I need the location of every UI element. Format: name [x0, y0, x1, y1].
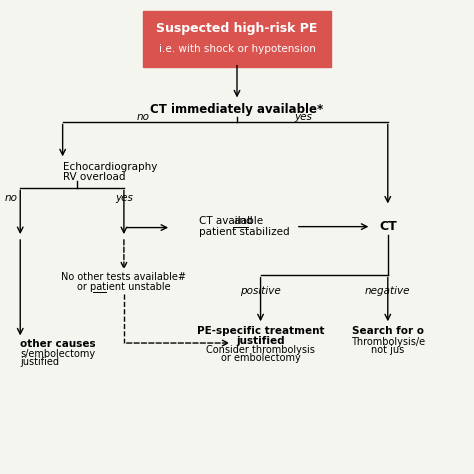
Text: justified: justified — [236, 336, 285, 346]
Text: CT available: CT available — [199, 216, 267, 226]
Text: yes: yes — [115, 193, 133, 203]
Text: patient stabilized: patient stabilized — [199, 228, 290, 237]
Text: i.e. with shock or hypotension: i.e. with shock or hypotension — [159, 44, 315, 54]
Text: other causes: other causes — [20, 339, 96, 349]
Text: yes: yes — [294, 112, 312, 122]
Text: or patient unstable: or patient unstable — [77, 283, 171, 292]
Text: or embolectomy: or embolectomy — [221, 353, 301, 363]
Text: negative: negative — [365, 286, 410, 296]
FancyBboxPatch shape — [143, 11, 331, 67]
Text: positive: positive — [240, 286, 281, 296]
Text: Suspected high-risk PE: Suspected high-risk PE — [156, 22, 318, 35]
Text: Consider thrombolysis: Consider thrombolysis — [206, 345, 315, 355]
Text: Thrombolysis/e: Thrombolysis/e — [351, 337, 425, 346]
Text: CT: CT — [379, 220, 397, 233]
Text: not jus: not jus — [371, 345, 404, 355]
Text: Echocardiography: Echocardiography — [63, 162, 157, 172]
Text: RV overload: RV overload — [63, 172, 125, 182]
Text: PE-specific treatment: PE-specific treatment — [197, 326, 324, 336]
Text: No other tests available#: No other tests available# — [62, 272, 186, 282]
Text: no: no — [136, 112, 149, 122]
Text: no: no — [4, 193, 18, 203]
Text: and: and — [233, 216, 253, 226]
Text: Search for o: Search for o — [352, 326, 424, 336]
Text: s/embolectomy: s/embolectomy — [20, 349, 95, 359]
Text: CT immediately available*: CT immediately available* — [150, 103, 324, 116]
Text: justified: justified — [20, 357, 59, 367]
